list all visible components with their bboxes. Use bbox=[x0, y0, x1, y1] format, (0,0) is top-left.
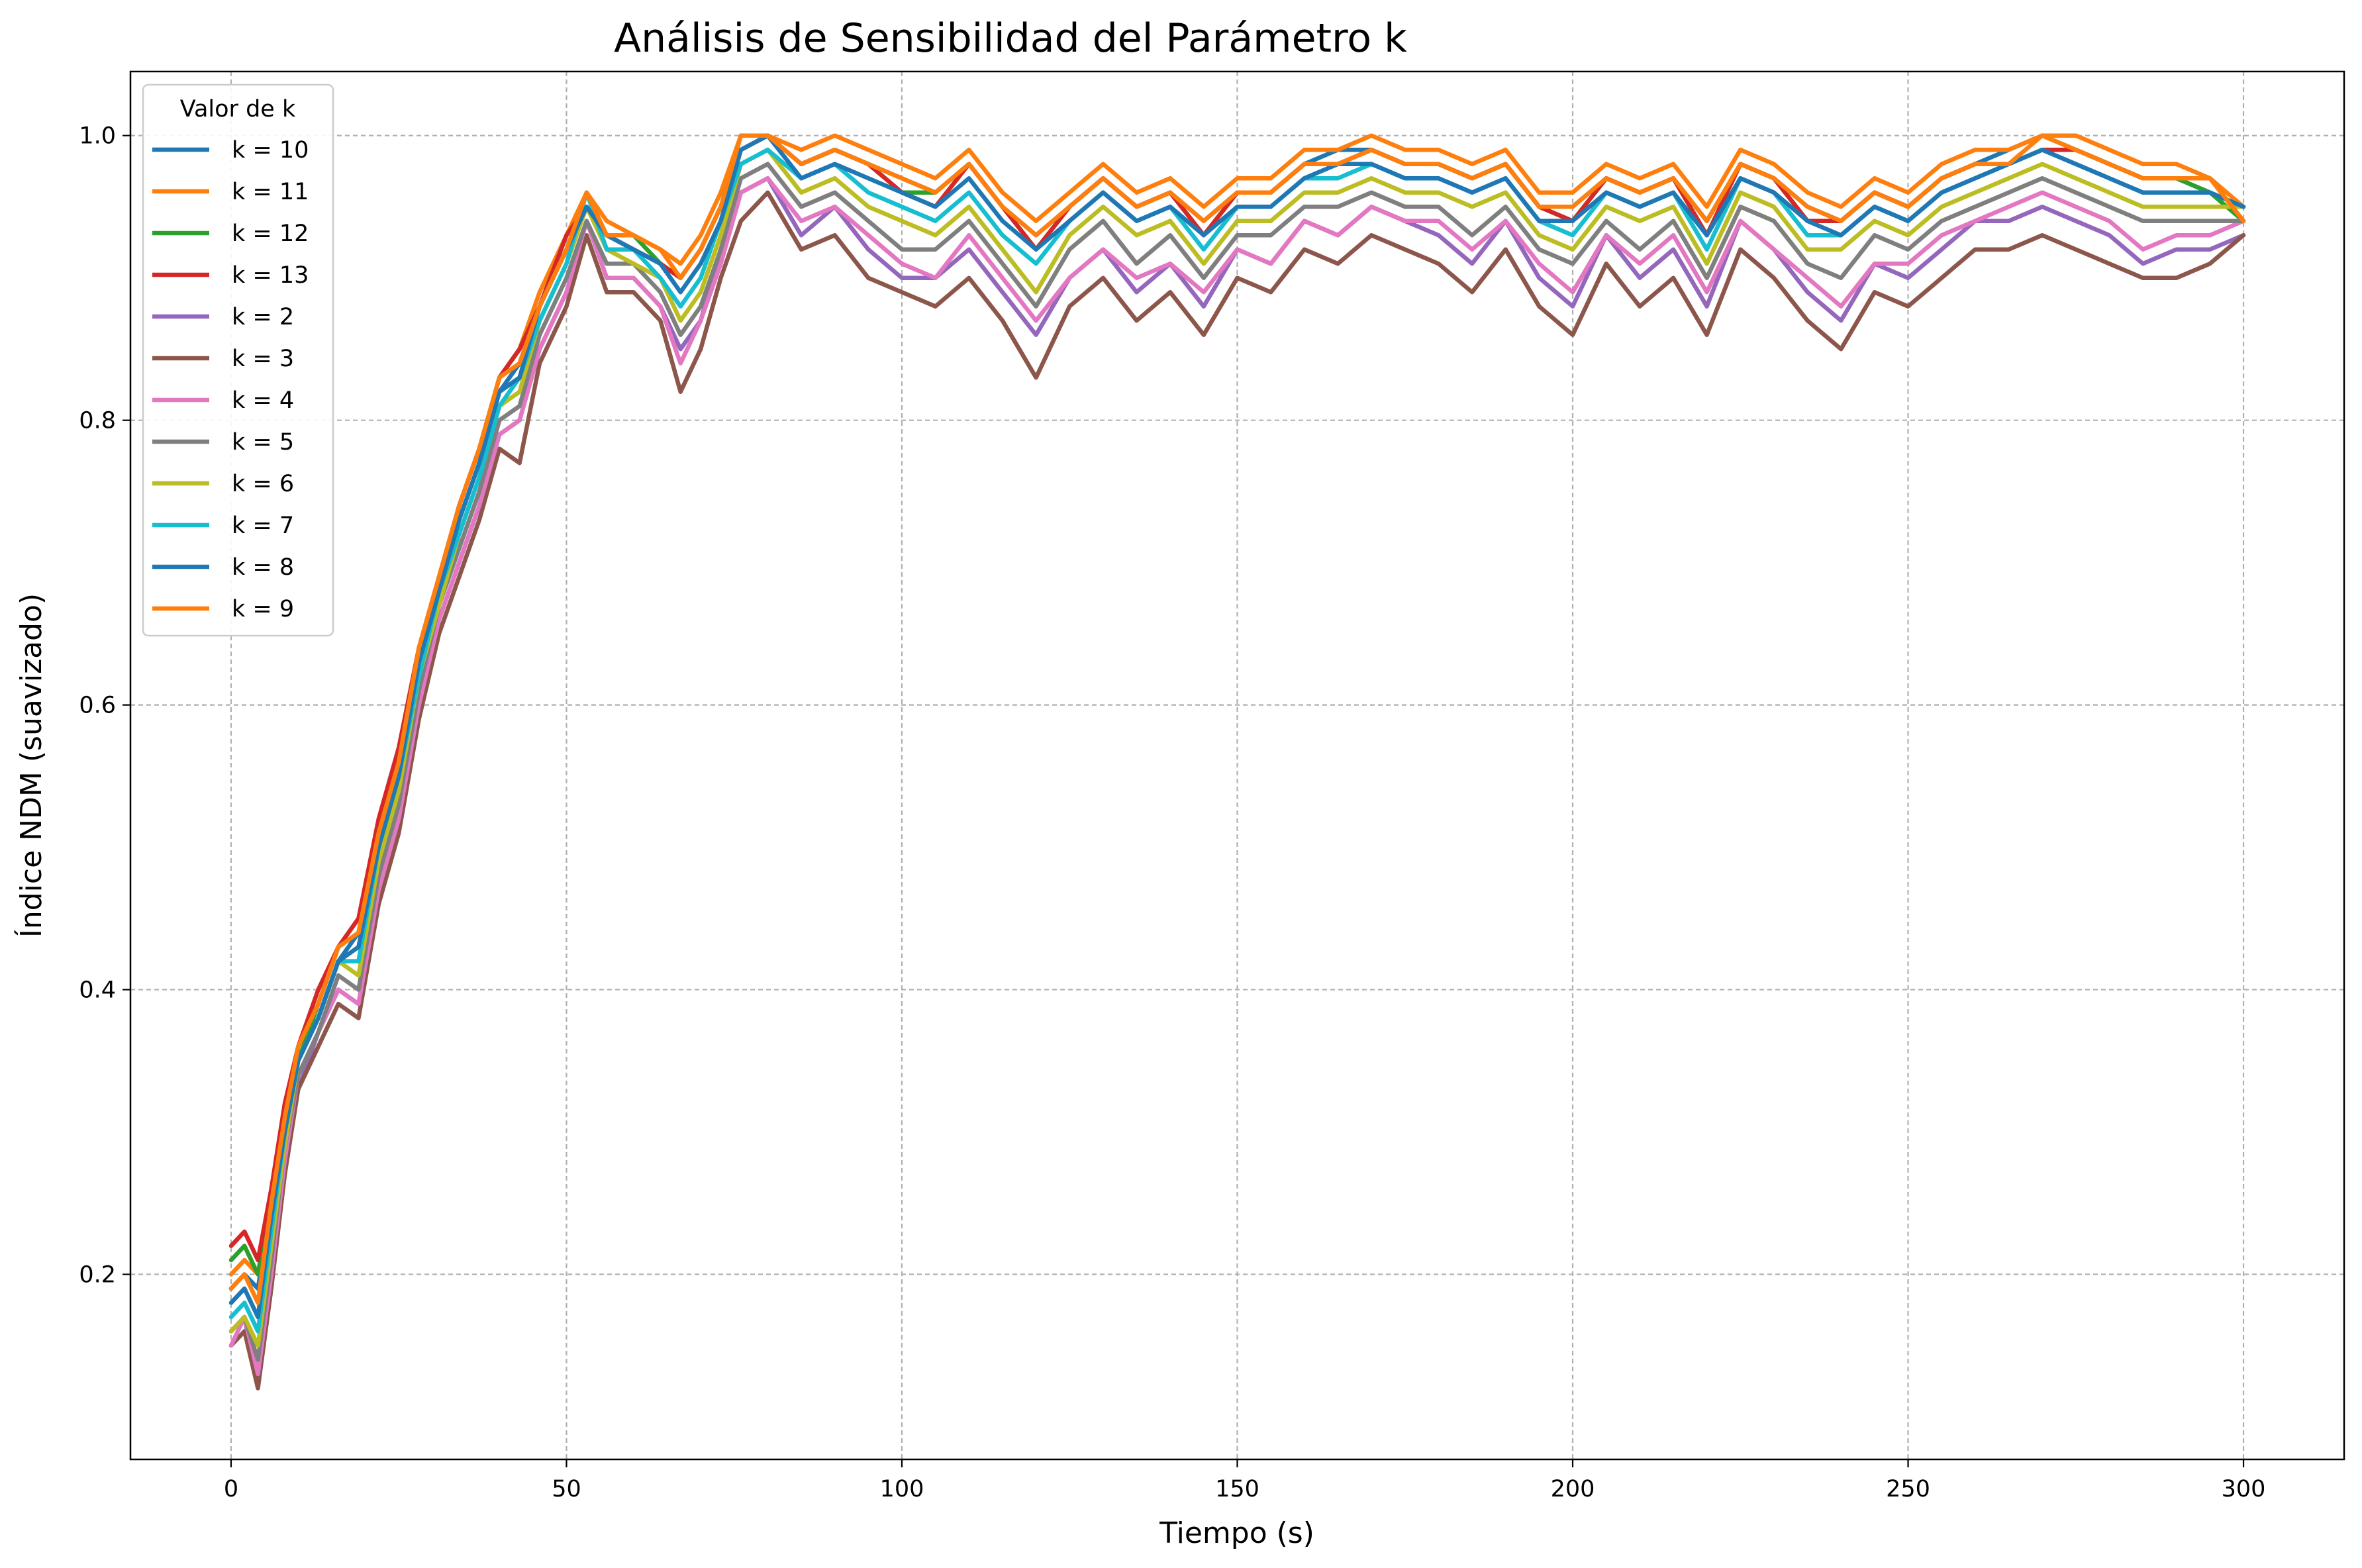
x-tick-label: 100 bbox=[880, 1476, 924, 1502]
legend-label: k = 7 bbox=[232, 513, 294, 539]
legend-label: k = 9 bbox=[232, 596, 294, 622]
legend-label: k = 4 bbox=[232, 387, 294, 414]
y-axis-label: Índice NDM (suavizado) bbox=[13, 593, 48, 938]
y-tick-label: 0.2 bbox=[79, 1262, 116, 1289]
y-tick-label: 0.4 bbox=[79, 977, 116, 1004]
axis-ticks: 0 50 100 150 200 250 300 0.2 0.4 0.6 0.8 1.0 bbox=[79, 123, 2265, 1502]
legend-label: k = 8 bbox=[232, 554, 294, 581]
x-tick-label: 300 bbox=[2222, 1476, 2266, 1502]
x-tick-label: 0 bbox=[224, 1476, 238, 1502]
legend-label: k = 11 bbox=[232, 179, 309, 205]
x-tick-label: 250 bbox=[1886, 1476, 1930, 1502]
legend-label: k = 3 bbox=[232, 346, 294, 372]
legend-box bbox=[142, 83, 334, 637]
series-line-k-4 bbox=[228, 175, 2246, 1377]
legend-title: Valor de k bbox=[180, 96, 296, 122]
legend: Valor de k k = 10 k = 11 k = 12 k = 13 k = 2… bbox=[142, 83, 334, 637]
x-tick-label: 150 bbox=[1215, 1476, 1259, 1502]
series-line-k-9 bbox=[228, 133, 2246, 1305]
series-lines bbox=[228, 133, 2246, 1391]
legend-label: k = 5 bbox=[232, 429, 294, 456]
grid bbox=[130, 72, 2344, 1459]
y-tick-label: 0.8 bbox=[79, 408, 116, 434]
x-axis-label: Tiempo (s) bbox=[1159, 1516, 1314, 1550]
legend-label: k = 2 bbox=[232, 304, 294, 330]
legend-label: k = 12 bbox=[232, 220, 309, 247]
x-tick-label: 200 bbox=[1551, 1476, 1595, 1502]
series-line-k-8 bbox=[228, 133, 2246, 1320]
chart-title: Análisis de Sensibilidad del Parámetro k bbox=[614, 15, 1407, 62]
legend-label: k = 6 bbox=[232, 471, 294, 497]
legend-label: k = 13 bbox=[232, 262, 309, 289]
series-line-k-6 bbox=[228, 147, 2246, 1348]
x-tick-label: 50 bbox=[552, 1476, 581, 1502]
series-line-k-3 bbox=[228, 190, 2246, 1391]
legend-label: k = 10 bbox=[232, 137, 309, 164]
legend-items: k = 10 k = 11 k = 12 k = 13 k = 2 k = 3 k = 4 k… bbox=[152, 137, 309, 622]
y-tick-label: 0.6 bbox=[79, 693, 116, 719]
y-tick-label: 1.0 bbox=[79, 123, 116, 150]
